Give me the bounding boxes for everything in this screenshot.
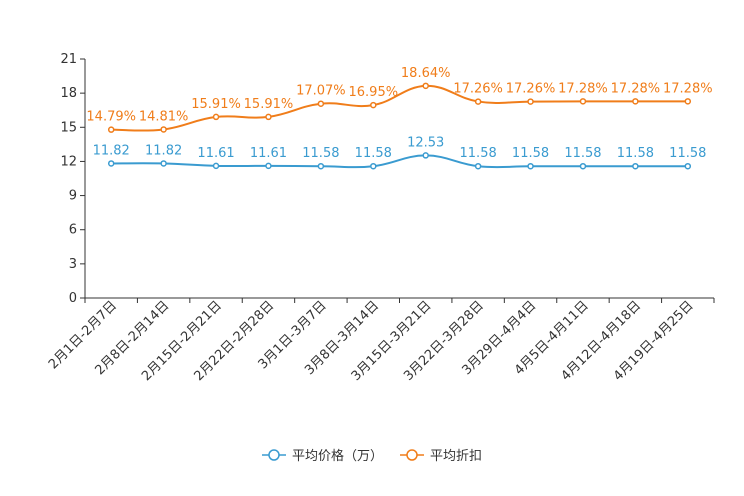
- data-label: 11.58: [617, 146, 654, 161]
- data-point: [160, 126, 167, 133]
- y-tick-label: 6: [69, 223, 77, 238]
- data-label: 17.07%: [296, 84, 346, 99]
- legend-item-avg-discount[interactable]: 平均折扣: [400, 449, 482, 464]
- data-label: 17.28%: [663, 81, 713, 96]
- data-label: 16.95%: [349, 85, 399, 100]
- data-point: [684, 98, 692, 105]
- y-tick-label: 18: [60, 86, 77, 101]
- series-line-avg-discount: [111, 84, 688, 132]
- data-point: [107, 160, 115, 167]
- data-point: [265, 113, 272, 121]
- data-labels: 11.82 11.82 11.61 11.61 11.58 11.58 12.53 11.58…: [86, 66, 712, 161]
- series-lines: [111, 84, 688, 169]
- data-label: 11.58: [669, 146, 706, 161]
- data-label: 11.58: [512, 146, 549, 161]
- y-tick-label: 12: [60, 154, 77, 169]
- data-point: [579, 162, 587, 170]
- y-tick-label: 0: [69, 291, 77, 306]
- y-tick-label: 9: [69, 189, 77, 204]
- data-point: [160, 160, 167, 167]
- data-label: 17.28%: [611, 81, 661, 96]
- data-point: [632, 162, 639, 170]
- data-label: 11.58: [460, 146, 497, 161]
- data-point: [212, 113, 220, 121]
- data-point: [527, 162, 534, 170]
- data-point: [107, 126, 115, 133]
- series-points: [107, 82, 692, 170]
- legend-label: 平均折扣: [430, 449, 482, 464]
- y-tick-label: 15: [60, 120, 77, 135]
- data-label: 14.79%: [86, 110, 136, 125]
- data-label: 15.91%: [244, 97, 294, 112]
- data-point: [579, 98, 587, 105]
- data-label: 11.82: [93, 143, 130, 158]
- y-tick-label: 21: [60, 52, 77, 67]
- data-point: [370, 101, 377, 109]
- data-label: 11.61: [250, 146, 287, 161]
- y-tick-label: 3: [69, 257, 77, 272]
- data-point: [212, 162, 220, 170]
- data-point: [632, 98, 639, 105]
- legend-label: 平均价格（万）: [292, 448, 383, 464]
- data-label: 17.26%: [506, 82, 556, 97]
- legend-item-avg-price[interactable]: 平均价格（万）: [262, 448, 383, 464]
- data-point: [684, 162, 692, 170]
- data-label: 14.81%: [139, 109, 189, 124]
- data-point: [317, 162, 325, 170]
- data-label: 15.91%: [191, 97, 241, 112]
- data-point: [527, 98, 534, 105]
- data-point: [370, 162, 377, 170]
- data-label: 18.64%: [401, 66, 451, 81]
- data-label: 12.53: [407, 135, 444, 150]
- data-point: [474, 162, 482, 170]
- data-label: 11.58: [564, 146, 601, 161]
- data-label: 11.58: [355, 146, 392, 161]
- data-label: 11.61: [197, 146, 234, 161]
- data-point: [422, 82, 429, 90]
- data-label: 17.26%: [453, 82, 503, 97]
- data-label: 17.28%: [558, 81, 608, 96]
- series-line-avg-price: [111, 154, 688, 169]
- data-point: [474, 98, 482, 105]
- data-point: [265, 162, 272, 170]
- legend[interactable]: 平均价格（万） 平均折扣: [262, 448, 482, 464]
- data-point: [317, 100, 325, 107]
- data-label: 11.58: [302, 146, 339, 161]
- data-label: 11.82: [145, 143, 182, 158]
- legend-marker-icon: [406, 449, 418, 461]
- data-point: [422, 152, 429, 159]
- legend-marker-icon: [268, 449, 280, 461]
